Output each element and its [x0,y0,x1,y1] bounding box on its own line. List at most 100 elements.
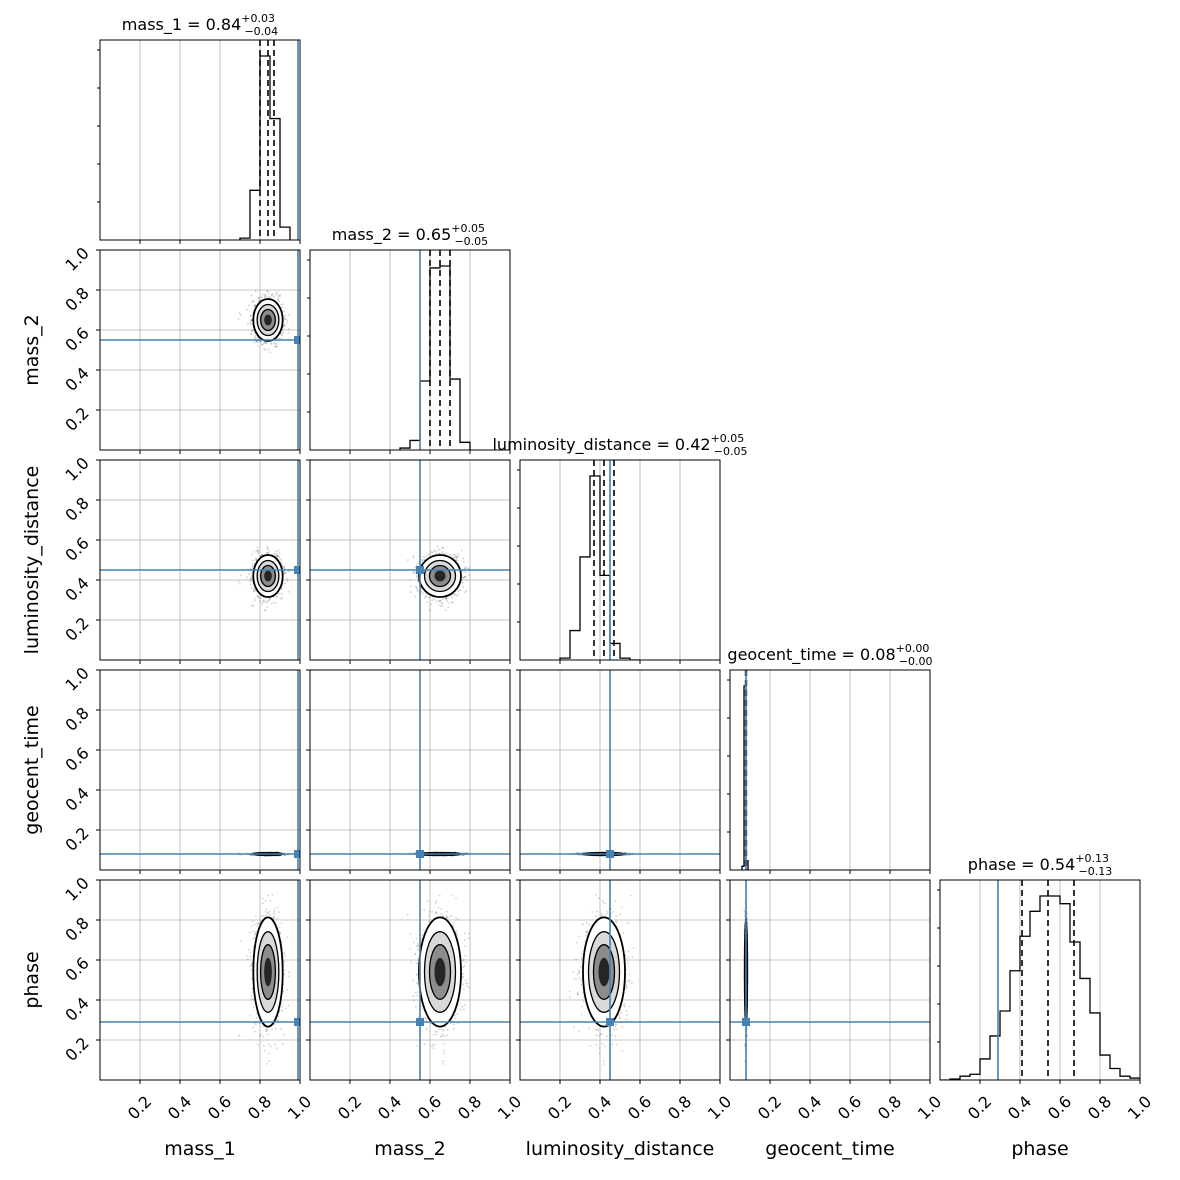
sample-point [281,596,284,599]
histogram-mass_2 [399,265,471,450]
sample-point [259,600,262,603]
sample-point [274,345,276,348]
sample-point [441,597,444,600]
sample-point [269,598,271,601]
sample-point [258,299,261,302]
sample-point [261,343,264,346]
sample-point [250,294,253,297]
sample-point [422,556,425,558]
sample-point [421,559,424,561]
sample-point [258,297,261,299]
sample-point [444,596,447,599]
sample-point [275,553,278,556]
sample-point [263,609,266,612]
sample-point [425,595,428,598]
sample-point [250,319,253,322]
title-main: mass_1 = 0.84 [122,15,241,35]
sample-point [250,330,253,333]
title-plus-error: +0.05 [711,432,745,445]
sample-point [412,572,415,575]
sample-point [252,328,254,331]
sample-point [286,577,289,580]
sample-point [409,591,412,594]
sample-point [424,555,427,558]
sample-point [281,565,284,568]
panel-title-mass_1: mass_1 = 0.84+0.03 −0.04 [122,12,278,38]
sample-point [255,559,258,561]
sample-point [253,589,256,592]
sample-point [256,546,259,549]
sample-point [249,567,252,570]
sample-point [444,597,447,600]
panel-plot-area [139,40,300,240]
sample-point [459,589,462,592]
sample-point [414,566,417,569]
sample-point [281,306,284,309]
sample-point [429,553,432,555]
sample-point [270,602,273,605]
sample-point [253,551,256,553]
sample-point [257,552,259,555]
sample-point [276,292,279,295]
sample-point [256,549,258,552]
sample-point [250,333,253,335]
sample-point [251,563,254,565]
sample-point [266,551,269,554]
sample-point [249,580,251,583]
sample-point [441,551,443,553]
panel-plot-area [349,250,510,450]
sample-point [278,592,281,595]
sample-point [431,551,434,554]
sample-point [251,604,253,607]
sample-point [412,570,415,573]
sample-point [254,557,257,560]
title-minus-error: −0.05 [714,445,748,458]
sample-point [420,590,423,593]
density-contour [264,570,272,582]
sample-point [237,317,240,320]
sample-point [280,588,283,591]
panel-plot-area [100,250,300,450]
sample-point [277,554,280,557]
panel-border [939,879,1141,1081]
sample-point [238,582,241,585]
sample-point [254,290,257,293]
sample-point [286,580,289,582]
sample-point [275,345,278,348]
histogram-luminosity_distance [559,475,640,660]
sample-point [455,559,458,562]
sample-point [266,290,268,293]
sample-point [283,570,286,573]
sample-point [249,322,252,325]
sample-point [257,596,260,599]
sample-point [261,293,264,296]
panel-title-geocent_time: geocent_time = 0.08+0.00 −0.00 [727,642,932,668]
sample-point [270,294,273,297]
sample-point [283,567,286,569]
sample-point [253,336,256,338]
sample-point [454,554,457,556]
sample-point [269,351,272,354]
x-tick-label: 0.6 [1044,1092,1075,1123]
sample-point [260,296,263,298]
sample-point [279,294,281,296]
sample-point [264,295,267,298]
sample-point [283,324,286,327]
sample-point [275,345,277,348]
sample-point [430,603,432,605]
sample-point [266,600,269,602]
sample-point [251,559,254,562]
sample-point [275,601,277,604]
sample-point [451,596,454,599]
y-tick-label: 0.8 [61,283,92,314]
sample-point [421,559,424,562]
x-tick-label: 0.4 [1004,1092,1035,1123]
sample-point [461,576,464,579]
sample-point [464,591,466,594]
sample-point [454,593,457,595]
sample-point [446,600,449,602]
sample-point [441,602,443,605]
title-main: luminosity_distance = 0.42 [492,435,710,455]
x-tick-label: 0.8 [1084,1092,1115,1123]
sample-point [280,303,283,306]
